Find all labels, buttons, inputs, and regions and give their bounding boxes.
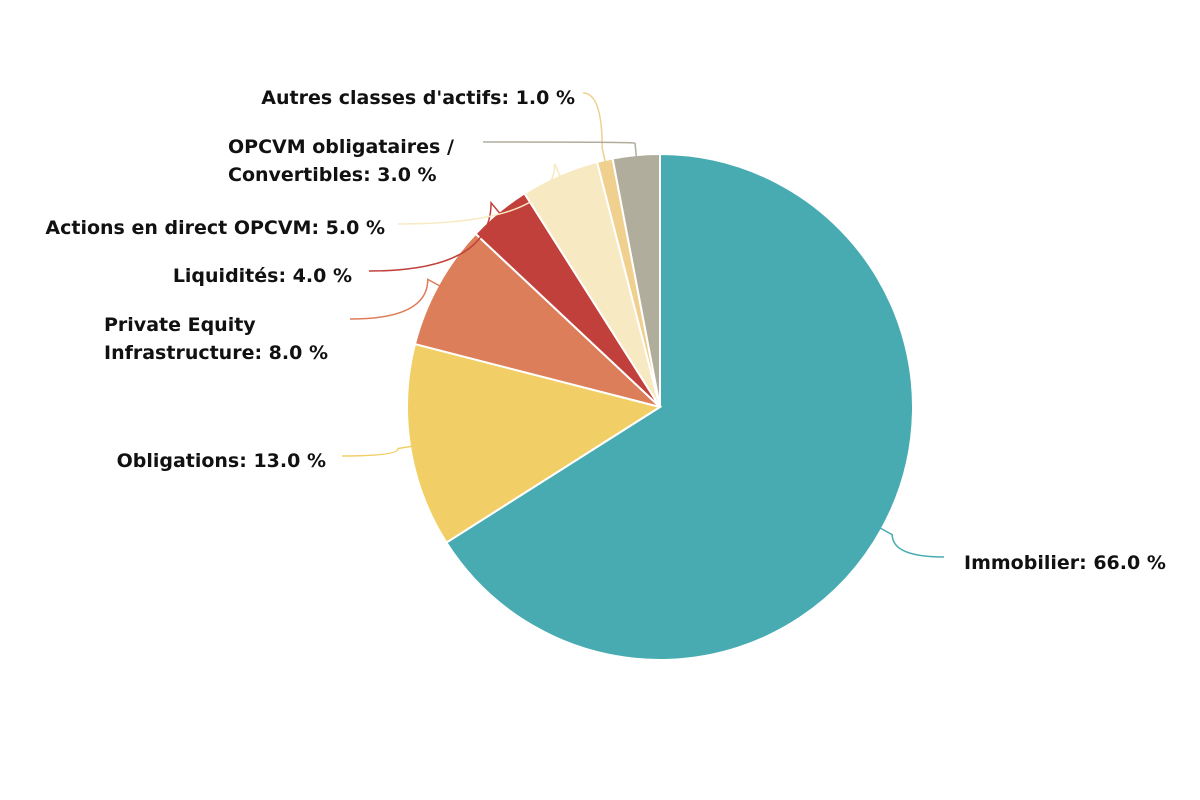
data-label: Immobilier: 66.0 % bbox=[964, 552, 1166, 574]
label-line: Infrastructure: 8.0 % bbox=[104, 342, 328, 364]
data-label: Private Equity Infrastructure: 8.0 % bbox=[104, 314, 328, 364]
leader-line bbox=[876, 525, 945, 558]
label-line: Convertibles: 3.0 % bbox=[228, 164, 437, 186]
label-line: Immobilier: 66.0 % bbox=[964, 552, 1166, 574]
leader-line bbox=[582, 92, 607, 166]
label-line: Obligations: 13.0 % bbox=[117, 450, 326, 472]
data-label: Obligations: 13.0 % bbox=[117, 450, 326, 472]
data-label: Actions en direct OPCVM: 5.0 % bbox=[45, 217, 385, 239]
leader-line bbox=[368, 200, 503, 272]
data-label: Autres classes d'actifs: 1.0 % bbox=[261, 87, 575, 109]
leader-line bbox=[397, 163, 563, 225]
leader-line bbox=[349, 278, 444, 320]
leader-line bbox=[482, 141, 638, 161]
label-line: OPCVM obligataires / bbox=[228, 136, 454, 158]
data-label: OPCVM obligataires / Convertibles: 3.0 % bbox=[228, 136, 454, 186]
leader-line bbox=[341, 445, 416, 457]
label-line: Liquidités: 4.0 % bbox=[173, 265, 352, 287]
label-line: Actions en direct OPCVM: 5.0 % bbox=[45, 217, 385, 239]
label-line: Private Equity bbox=[104, 314, 256, 336]
data-label: Liquidités: 4.0 % bbox=[173, 265, 352, 287]
label-line: Autres classes d'actifs: 1.0 % bbox=[261, 87, 575, 109]
